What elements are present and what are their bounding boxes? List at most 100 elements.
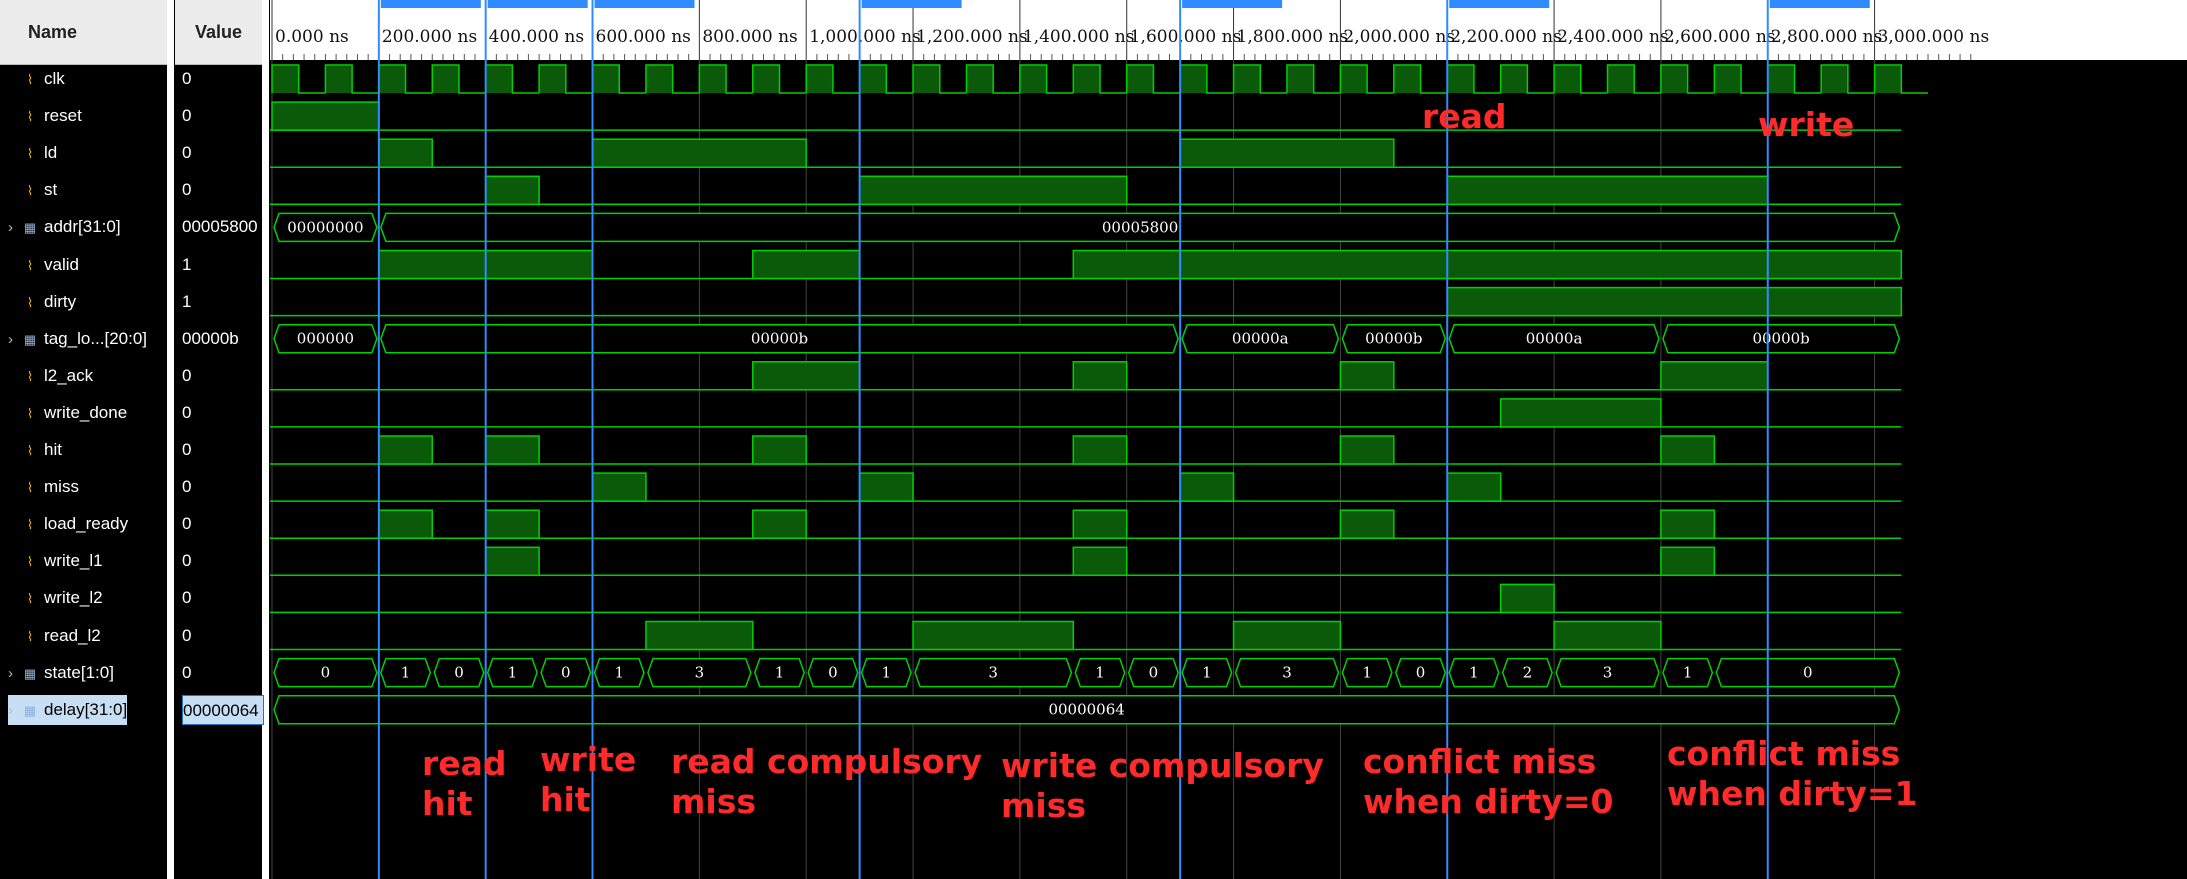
bit-signal-icon: ⌇ <box>22 622 38 652</box>
name-column-header[interactable]: Name <box>0 0 167 65</box>
signal-name-row[interactable]: › ▦ addr[31:0] <box>8 212 121 242</box>
signal-name-row[interactable]: ⌇ write_done <box>8 398 127 428</box>
bit-signal-icon: ⌇ <box>22 139 38 169</box>
bit-high-segment <box>646 622 753 650</box>
time-marker-flag <box>1449 0 1549 8</box>
bus-signal-icon: ▦ <box>22 325 38 355</box>
bus-value-label: 00000b <box>1365 330 1422 348</box>
signal-name-row[interactable]: ⌇ write_l1 <box>8 546 103 576</box>
bit-high-segment <box>1073 436 1126 464</box>
signal-name-label: reset <box>44 106 82 125</box>
bit-high-segment <box>486 510 539 538</box>
signal-value-cell[interactable]: 0 <box>182 361 264 391</box>
signal-value-cell[interactable]: 00000064 <box>182 695 264 725</box>
value-column-header[interactable]: Value <box>175 0 262 65</box>
expand-chevron-icon[interactable]: › <box>8 659 22 689</box>
signal-name-label: hit <box>44 440 62 459</box>
bus-value-label: 1 <box>508 664 518 682</box>
clk-high-pulse <box>1340 65 1367 93</box>
bus-signal-icon: ▦ <box>22 213 38 243</box>
clk-high-pulse <box>379 65 406 93</box>
signal-value-cell[interactable]: 0 <box>182 64 264 94</box>
signal-name-row[interactable]: ⌇ miss <box>8 472 79 502</box>
ruler-tick-label: 600.000 ns <box>596 27 691 47</box>
annotation-read-compulsory-miss: read compulsory miss <box>671 742 982 822</box>
signal-name-label: delay[31:0] <box>44 700 127 719</box>
signal-value-cell[interactable]: 0 <box>182 472 264 502</box>
bit-high-segment <box>1073 251 1901 279</box>
bit-signal-icon: ⌇ <box>22 251 38 281</box>
signal-value-cell[interactable]: 0 <box>182 658 264 688</box>
signal-value-cell[interactable]: 0 <box>182 509 264 539</box>
bit-signal-icon: ⌇ <box>22 288 38 318</box>
signal-name-row[interactable]: ⌇ write_l2 <box>8 583 103 613</box>
expand-chevron-icon[interactable]: › <box>8 325 22 355</box>
signal-name-row[interactable]: ⌇ l2_ack <box>8 361 93 391</box>
expand-chevron-icon[interactable]: › <box>8 213 22 243</box>
bit-high-segment <box>1501 399 1661 427</box>
signal-value-cell[interactable]: 0 <box>182 435 264 465</box>
signal-name-label: clk <box>44 69 65 88</box>
signal-value-cell[interactable]: 0 <box>182 398 264 428</box>
bus-signal-icon: ▦ <box>22 659 38 689</box>
annotation-write-hit: write hit <box>540 740 636 820</box>
signal-value-cell[interactable]: 0 <box>182 621 264 651</box>
signal-value-cell[interactable]: 0 <box>182 101 264 131</box>
clk-high-pulse <box>1608 65 1635 93</box>
signal-value-cell[interactable]: 0 <box>182 546 264 576</box>
signal-name-row[interactable]: ⌇ dirty <box>8 287 76 317</box>
bit-high-segment <box>593 473 646 501</box>
signal-name-label: dirty <box>44 292 76 311</box>
bus-value-label: 00000000 <box>287 218 363 236</box>
signal-name-label: read_l2 <box>44 626 101 645</box>
bit-high-segment <box>1661 362 1768 390</box>
signal-name-label: l2_ack <box>44 366 93 385</box>
clk-high-pulse <box>593 65 620 93</box>
bit-high-segment <box>1501 584 1554 612</box>
signal-value-cell[interactable]: 00000b <box>182 324 264 354</box>
clk-high-pulse <box>539 65 566 93</box>
bus-value-label: 1 <box>1202 664 1212 682</box>
ruler-tick-label: 1,600.000 ns <box>1130 27 1242 47</box>
signal-name-row[interactable]: ⌇ hit <box>8 435 62 465</box>
time-marker-flag <box>862 0 962 8</box>
signal-name-row[interactable]: ⌇ read_l2 <box>8 621 101 651</box>
ruler-tick-label: 200.000 ns <box>382 27 477 47</box>
clk-high-pulse <box>699 65 726 93</box>
signal-value-cell[interactable]: 0 <box>182 138 264 168</box>
bus-value-label: 1 <box>775 664 785 682</box>
signal-name-row[interactable]: ⌇ reset <box>8 101 82 131</box>
ruler-tick-label: 3,000.000 ns <box>1878 27 1990 47</box>
bus-value-label: 0 <box>454 664 464 682</box>
column-divider[interactable] <box>167 0 174 879</box>
signal-name-row[interactable]: ⌇ st <box>8 175 57 205</box>
signal-value-cell[interactable]: 0 <box>182 175 264 205</box>
bit-high-segment <box>379 510 432 538</box>
bus-value-label: 00000a <box>1526 330 1583 348</box>
signal-name-row[interactable]: ⌇ load_ready <box>8 509 128 539</box>
bus-value-label: 2 <box>1523 664 1533 682</box>
bit-high-segment <box>379 139 432 167</box>
signal-name-row[interactable]: › ▦ state[1:0] <box>8 658 114 688</box>
bit-high-segment <box>272 102 379 130</box>
bit-high-segment <box>1073 362 1126 390</box>
signal-value-cell[interactable]: 0 <box>182 583 264 613</box>
ruler-tick-label: 2,200.000 ns <box>1450 27 1562 47</box>
bit-signal-icon: ⌇ <box>22 176 38 206</box>
bit-signal-icon: ⌇ <box>22 473 38 503</box>
bus-value-label: 000000 <box>297 330 354 348</box>
clk-high-pulse <box>1821 65 1848 93</box>
signal-name-row[interactable]: ⌇ valid <box>8 250 79 280</box>
signal-value-cell[interactable]: 1 <box>182 287 264 317</box>
signal-value-cell[interactable]: 00005800 <box>182 212 264 242</box>
signal-name-label: write_done <box>44 403 127 422</box>
expand-chevron-icon[interactable]: › <box>8 696 22 726</box>
signal-name-row[interactable]: › ▦ delay[31:0] <box>8 695 127 725</box>
signal-name-row[interactable]: ⌇ ld <box>8 138 57 168</box>
ruler-tick-label: 1,800.000 ns <box>1237 27 1349 47</box>
signal-value-cell[interactable]: 1 <box>182 250 264 280</box>
ruler-tick-label: 2,000.000 ns <box>1343 27 1455 47</box>
signal-name-row[interactable]: ⌇ clk <box>8 64 65 94</box>
annotation-write: write <box>1758 105 1854 145</box>
signal-name-row[interactable]: › ▦ tag_lo...[20:0] <box>8 324 147 354</box>
